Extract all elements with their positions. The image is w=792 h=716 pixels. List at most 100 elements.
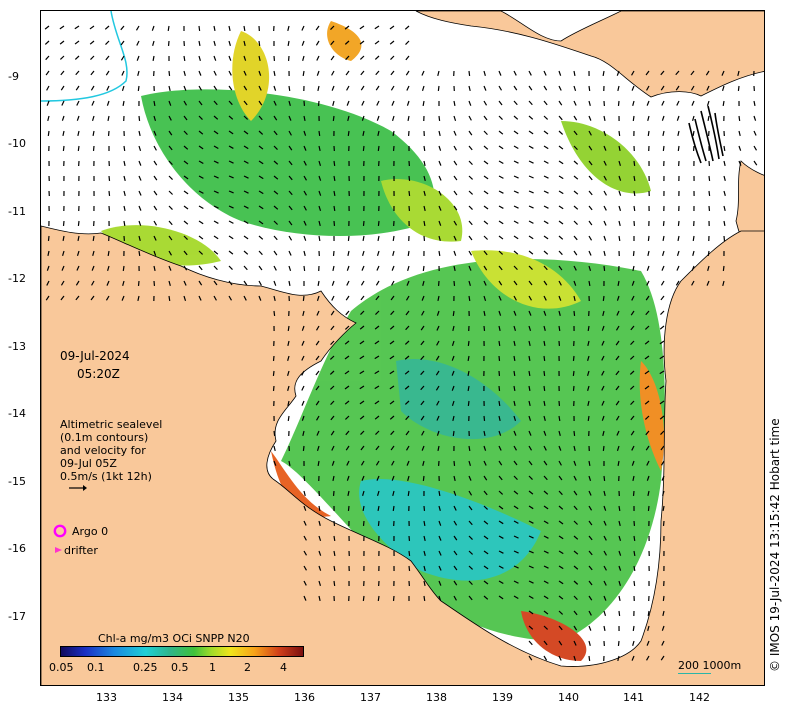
velocity-arrow — [183, 235, 188, 240]
velocity-arrow — [120, 25, 125, 31]
velocity-arrow — [660, 310, 665, 315]
velocity-arrow — [183, 280, 187, 286]
velocity-arrow — [420, 385, 425, 391]
velocity-arrow — [659, 400, 665, 405]
velocity-arrow — [273, 115, 278, 121]
velocity-arrow — [528, 610, 534, 615]
velocity-arrow — [468, 535, 473, 540]
velocity-arrow — [423, 175, 426, 181]
velocity-arrow — [228, 55, 232, 61]
velocity-arrow — [615, 355, 620, 361]
velocity-arrow — [662, 220, 665, 227]
velocity-arrow — [528, 280, 533, 286]
velocity-arrow — [528, 190, 534, 194]
velocity-arrow — [543, 565, 549, 569]
velocity-arrow — [138, 220, 142, 226]
velocity-arrow — [498, 310, 502, 316]
velocity-arrow — [691, 100, 695, 106]
velocity-arrow — [243, 205, 249, 209]
velocity-arrow — [376, 100, 380, 106]
velocity-arrow — [123, 175, 126, 181]
velocity-arrow — [723, 175, 726, 181]
velocity-arrow — [721, 85, 725, 91]
velocity-arrow — [573, 280, 577, 286]
velocity-arrow — [513, 295, 517, 301]
velocity-arrow — [243, 175, 249, 179]
map-canvas[interactable] — [41, 11, 765, 686]
velocity-arrow — [631, 70, 635, 76]
velocity-arrow — [390, 70, 395, 76]
velocity-arrow — [344, 355, 350, 360]
velocity-arrow — [152, 55, 155, 62]
velocity-arrow — [483, 160, 489, 165]
velocity-arrow — [498, 520, 504, 525]
velocity-arrow — [44, 40, 50, 45]
velocity-arrow — [423, 520, 426, 527]
velocity-arrow — [573, 520, 578, 525]
velocity-arrow — [303, 115, 306, 122]
velocity-arrow — [630, 430, 635, 436]
velocity-arrow — [558, 430, 561, 436]
velocity-arrow — [407, 115, 410, 122]
velocity-arrow — [422, 100, 425, 107]
velocity-arrow — [692, 250, 695, 256]
velocity-arrow — [618, 130, 621, 137]
velocity-arrow — [631, 85, 635, 91]
lon-tick: 136 — [294, 691, 315, 704]
velocity-arrow — [151, 25, 155, 31]
velocity-arrow — [273, 100, 277, 106]
velocity-arrow — [438, 145, 442, 151]
velocity-arrow — [288, 160, 293, 166]
velocity-arrow — [468, 295, 471, 302]
lon-tick: 139 — [492, 691, 513, 704]
velocity-arrow — [301, 370, 305, 376]
velocity-arrow — [483, 595, 489, 600]
velocity-arrow — [498, 415, 501, 422]
velocity-arrow — [647, 250, 650, 257]
velocity-arrow — [287, 415, 290, 422]
velocity-arrow — [377, 145, 380, 152]
velocity-arrow — [543, 550, 549, 554]
velocity-arrow — [377, 130, 380, 137]
velocity-arrow — [406, 100, 410, 106]
velocity-arrow — [273, 220, 278, 225]
velocity-arrow — [691, 115, 695, 121]
velocity-arrow — [528, 160, 534, 164]
velocity-arrows — [44, 25, 758, 662]
altimetry-note-line: 09-Jul 05Z — [60, 457, 117, 470]
velocity-arrow — [498, 130, 504, 135]
velocity-arrow — [558, 130, 564, 135]
velocity-arrow — [47, 115, 50, 121]
velocity-arrow — [676, 115, 680, 121]
velocity-arrow — [421, 295, 425, 301]
velocity-arrow — [438, 535, 442, 541]
velocity-arrow — [630, 415, 635, 421]
velocity-arrow — [46, 100, 50, 106]
velocity-arrow — [753, 160, 758, 166]
velocity-arrow — [645, 430, 650, 436]
velocity-arrow — [420, 340, 425, 346]
velocity-arrow — [317, 280, 320, 287]
map-frame[interactable] — [40, 10, 765, 686]
velocity-arrow — [243, 220, 249, 225]
velocity-arrow — [330, 310, 335, 316]
velocity-arrow — [587, 400, 590, 407]
velocity-arrow — [258, 160, 264, 165]
velocity-arrow — [468, 490, 473, 496]
velocity-arrow — [543, 505, 549, 510]
velocity-arrow — [198, 70, 202, 76]
velocity-arrow — [344, 370, 350, 375]
velocity-arrow — [633, 175, 636, 182]
velocity-arrow — [345, 295, 350, 301]
velocity-arrow — [513, 175, 519, 179]
velocity-arrow — [302, 70, 305, 77]
velocity-arrow — [468, 70, 471, 77]
velocity-arrow — [438, 505, 441, 511]
velocity-arrow — [183, 190, 189, 195]
velocity-arrow — [587, 340, 590, 347]
velocity-arrow — [723, 160, 726, 167]
velocity-arrow — [483, 235, 488, 240]
velocity-arrow — [344, 340, 350, 345]
velocity-arrow — [661, 115, 665, 121]
velocity-arrow — [753, 130, 757, 136]
